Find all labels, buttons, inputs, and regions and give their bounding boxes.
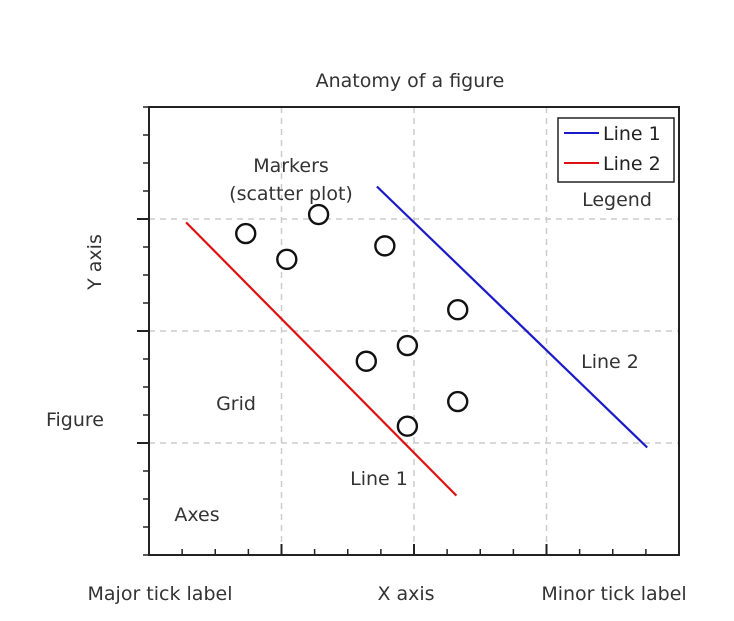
scatter-marker-4 bbox=[355, 350, 377, 372]
scatter-marker-8 bbox=[447, 390, 469, 413]
legend: Line 1 Line 2 bbox=[557, 117, 675, 183]
scatter-marker-5 bbox=[396, 334, 419, 357]
y-axis-label: Y axis bbox=[84, 234, 106, 291]
series-line-2 bbox=[376, 185, 648, 449]
series-line-1 bbox=[185, 221, 458, 497]
annotation-major-tick-label: Major tick label bbox=[88, 583, 233, 605]
annotation-legend: Legend bbox=[582, 189, 652, 211]
x-axis-label: X axis bbox=[377, 583, 434, 605]
annotation-markers: Markers bbox=[253, 155, 329, 177]
legend-label-line2: Line 2 bbox=[603, 153, 661, 175]
scatter-marker-1 bbox=[276, 248, 298, 271]
annotation-grid: Grid bbox=[216, 393, 256, 415]
series-layer bbox=[185, 185, 648, 497]
grid bbox=[149, 107, 679, 555]
scatter-marker-2 bbox=[307, 203, 330, 226]
scatter-marker-3 bbox=[374, 235, 396, 257]
axis-ticks bbox=[137, 106, 680, 556]
annotation-line2: Line 2 bbox=[581, 351, 639, 373]
scatter-markers bbox=[235, 203, 469, 437]
annotation-line1: Line 1 bbox=[350, 468, 408, 490]
annotation-scatter-plot: (scatter plot) bbox=[229, 183, 353, 205]
legend-label-line1: Line 1 bbox=[603, 123, 661, 145]
scatter-marker-6 bbox=[447, 299, 469, 321]
annotation-minor-tick-label: Minor tick label bbox=[541, 583, 686, 605]
annotation-figure: Figure bbox=[46, 409, 104, 431]
scatter-marker-0 bbox=[235, 222, 257, 245]
scatter-marker-7 bbox=[396, 415, 419, 437]
annotation-axes: Axes bbox=[174, 504, 219, 526]
chart-title: Anatomy of a figure bbox=[316, 70, 505, 92]
legend-box bbox=[557, 117, 675, 183]
